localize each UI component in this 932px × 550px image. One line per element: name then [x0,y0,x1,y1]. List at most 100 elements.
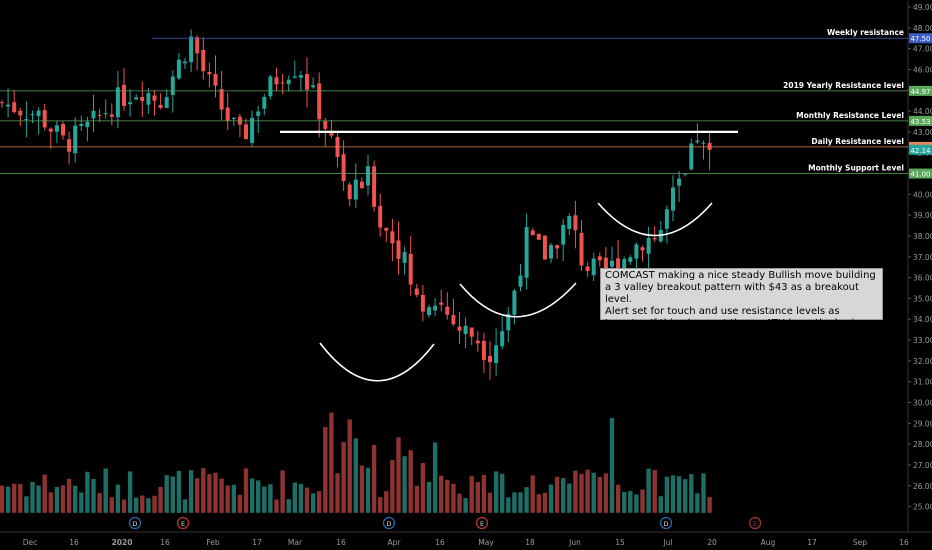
candle-body [170,76,175,96]
candle-body [256,111,261,116]
volume-bar [426,481,432,513]
candle-body [317,83,322,120]
volume-bar [518,492,523,513]
x-tick-label: Feb [206,538,220,547]
candle-body [439,302,444,305]
y-tick-label: 29.00 [913,419,932,428]
volume-bar [567,483,572,513]
y-tick-label: 38.00 [913,232,932,241]
candle-body [225,107,230,121]
candle-body [567,216,572,229]
volume-bar [310,493,316,513]
volume-bar [231,484,236,513]
earnings-marker [176,516,190,530]
candle-body [329,130,334,136]
level-price-tag [909,85,932,96]
level-label: Monthly Resistance Level [796,111,904,120]
candle-body [481,340,486,360]
volume-bar [664,476,670,513]
y-tick-label: 47.00 [913,45,932,54]
candle-body [158,104,163,108]
y-tick-label: 49.00 [913,3,932,12]
volume-bar [487,492,493,513]
volume-bar [54,486,60,513]
candle-body [97,114,102,116]
volume-bar [274,499,279,513]
volume-bar [469,476,474,513]
volume-bar [18,484,23,513]
candle-body [610,260,614,267]
candle-body [542,235,547,260]
x-tick-label: 16 [160,538,170,547]
candle-body [311,85,316,88]
event-marker-label: E [480,520,484,528]
y-tick-label: 28.00 [913,440,932,449]
candle-body [585,266,590,272]
candle-body [475,340,480,344]
volume-bar [91,479,96,513]
volume-bar [457,493,462,513]
x-tick-label: Jul [662,538,672,547]
volume-bar [683,479,688,513]
candle-body [573,215,578,231]
candle-body [152,95,157,101]
volume-bar [237,494,243,513]
analysis-note[interactable]: COMCAST making a nice steady Bullish mov… [600,268,883,329]
candle-body [506,313,511,331]
volume-bar [585,469,590,513]
candle-body [433,305,438,311]
candle-body [305,74,309,90]
volume-bar [359,465,365,513]
candle-body [457,326,462,331]
x-tick-label: Dec [23,538,38,547]
volume-bar [243,468,249,513]
candle-body [536,233,541,240]
candle-body [494,345,499,364]
candle-body [341,154,346,182]
candle-body [640,247,645,251]
level-price-tag [909,115,932,126]
candle-body [176,59,181,79]
valley-arc [459,282,577,318]
x-tick-label: 20 [707,538,717,547]
x-tick-label: Mar [288,538,303,547]
note-line-3: Alert set for touch and use resistance l… [605,306,840,317]
note-line-4: targets . If this plays out then a ATH i… [605,318,876,329]
level-price-tag-text: 47.50 [910,35,930,43]
level-label: Daily Resistance level [811,137,904,146]
candle-body [134,97,139,100]
volume-bar [140,495,145,513]
valley-arc [597,202,713,237]
volume-bar [353,438,358,513]
volume-bar [652,470,657,513]
level-price-tag-text: 43.53 [910,118,930,126]
volume-bar [66,478,72,513]
volume-bar [323,427,328,513]
candle-body [67,139,72,152]
candle-body [79,123,84,126]
candle-body [42,110,47,128]
volume-bar [408,450,413,513]
candle-body [140,96,145,102]
candle-body [628,257,633,262]
candle-body [671,187,675,211]
candle-body [402,252,407,263]
candle-body [622,259,627,276]
volume-bar [658,496,663,513]
volume-bar [396,437,401,513]
candle-body [213,73,218,86]
event-marker-label: D [663,520,668,528]
candle-body [61,123,65,136]
last-price-tag-text: 42.14 [910,147,931,155]
volume-bar [439,475,444,513]
candle-body [530,230,535,236]
event-marker-label: E [181,520,185,528]
volume-bar [97,493,102,513]
volume-bar [213,472,218,513]
candle-body [561,224,566,245]
event-marker-label: D [386,520,391,528]
volume-bar [188,470,194,513]
candle-body [24,118,29,120]
x-tick-label: Aug [761,538,776,547]
volume-bar [542,492,548,513]
